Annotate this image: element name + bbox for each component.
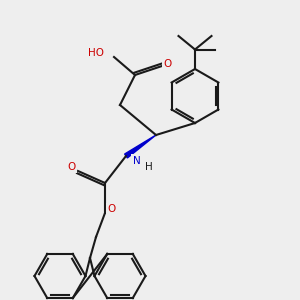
Polygon shape <box>124 135 156 158</box>
Text: H: H <box>145 161 152 172</box>
Text: N: N <box>133 155 140 166</box>
Text: HO: HO <box>88 47 104 58</box>
Text: O: O <box>163 58 172 69</box>
Text: O: O <box>107 204 116 214</box>
Text: O: O <box>67 161 76 172</box>
